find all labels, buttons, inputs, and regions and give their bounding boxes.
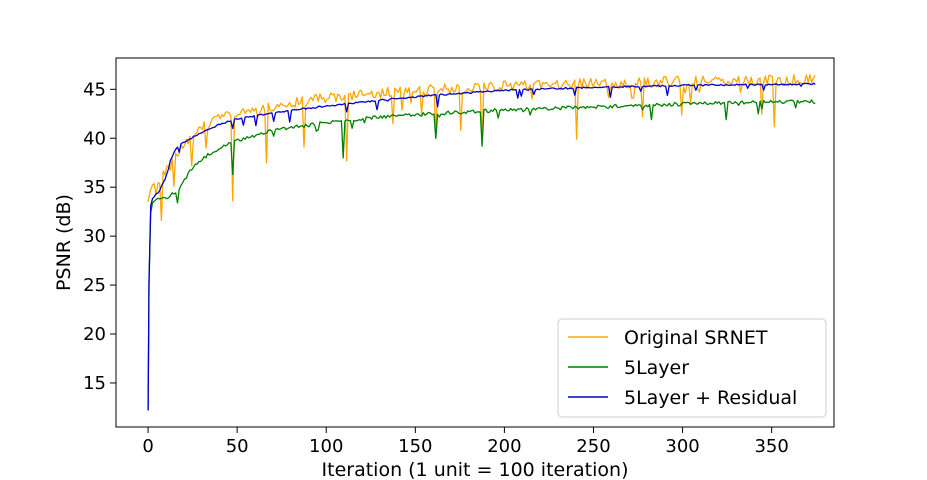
x-tick-label: 100 [309, 436, 343, 457]
series-line-original-srnet [147, 74, 816, 222]
y-tick-label: 40 [83, 128, 106, 149]
x-axis-ticks: 0 50 100 150 200 250 300 350 [142, 427, 789, 457]
legend-box [557, 318, 827, 418]
y-tick-label: 15 [83, 373, 106, 394]
x-tick-label: 250 [576, 436, 610, 457]
x-tick-label: 300 [665, 436, 699, 457]
legend-items: Original SRNET 5Layer 5Layer + Residual [568, 327, 797, 409]
y-tick-label: 25 [83, 275, 106, 296]
x-tick-label: 0 [142, 436, 153, 457]
y-axis-label: PSNR (dB) [53, 194, 75, 291]
x-tick-label: 50 [226, 436, 249, 457]
legend-label: Original SRNET [624, 327, 768, 349]
y-axis-ticks: 15 20 25 30 35 40 45 [83, 79, 116, 394]
legend: Original SRNET 5Layer 5Layer + Residual [557, 318, 827, 418]
x-tick-label: 200 [487, 436, 521, 457]
y-tick-label: 45 [83, 79, 106, 100]
y-tick-label: 30 [83, 226, 106, 247]
series-layer [147, 74, 816, 411]
series-line-5layer-residual [147, 82, 816, 411]
y-tick-label: 35 [83, 177, 106, 198]
x-tick-label: 150 [398, 436, 432, 457]
legend-label: 5Layer [624, 357, 689, 379]
x-tick-label: 350 [754, 436, 788, 457]
x-axis-label: Iteration (1 unit = 100 iteration) [322, 459, 629, 480]
axes-frame [115, 57, 835, 428]
legend-label: 5Layer + Residual [624, 387, 797, 409]
series-line-5layer [147, 99, 816, 411]
y-tick-label: 20 [83, 324, 106, 345]
